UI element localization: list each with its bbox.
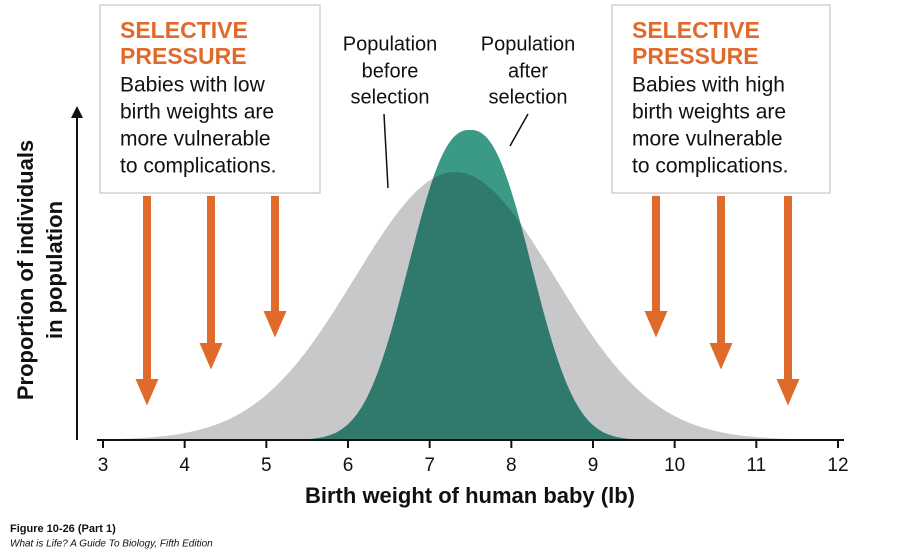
x-tick-label: 8 (506, 455, 517, 476)
x-tick-label: 10 (664, 455, 685, 476)
left-box (99, 4, 321, 194)
pressure-arrow (641, 194, 671, 343)
box-text: Babies with low (120, 74, 266, 97)
x-tick-label: 6 (343, 455, 354, 476)
pressure-arrows (132, 194, 803, 411)
curve-label: after (508, 60, 548, 82)
pressure-arrow (132, 194, 162, 411)
x-tick-label: 9 (588, 455, 599, 476)
y-axis-title: in population (42, 201, 67, 339)
box-heading: PRESSURE (120, 43, 247, 69)
source: What is Life? A Guide To Biology, Fifth … (10, 539, 213, 550)
x-axis-title: Birth weight of human baby (lb) (305, 483, 635, 508)
y-axis-title: Proportion of individuals (13, 140, 38, 400)
box-text: birth weights are (120, 101, 274, 124)
x-tick-label: 11 (746, 455, 766, 476)
curve-label: Population (481, 33, 576, 55)
x-ticks: 3 4 5 6 7 8 9 10 11 12 (98, 440, 849, 476)
pressure-arrow (706, 194, 736, 375)
curve-label: before (362, 60, 419, 82)
box-heading: PRESSURE (632, 43, 759, 69)
box-text: birth weights are (632, 101, 786, 124)
box-text: Babies with high (632, 74, 785, 97)
curve-after (103, 130, 838, 440)
box-text: more vulnerable (120, 128, 271, 151)
x-tick-label: 12 (827, 455, 848, 476)
pressure-arrow (196, 194, 226, 375)
box-text: to complications. (632, 155, 788, 178)
x-tick-label: 5 (261, 455, 272, 476)
box-heading: SELECTIVE (632, 17, 760, 43)
curve-label: selection (489, 86, 568, 108)
pressure-arrow (260, 194, 290, 343)
x-tick-label: 4 (179, 455, 190, 476)
box-text: more vulnerable (632, 128, 783, 151)
box-heading: SELECTIVE (120, 17, 248, 43)
curve-label: selection (351, 86, 430, 108)
pointer (383, 113, 389, 189)
pressure-arrow (773, 194, 803, 411)
x-tick-label: 7 (424, 455, 435, 476)
x-tick-label: 3 (98, 455, 109, 476)
pointer (509, 113, 529, 147)
figure-label: Figure 10-26 (Part 1) (10, 523, 116, 535)
box-text: to complications. (120, 155, 276, 178)
right-box (611, 4, 831, 194)
curve-label: Population (343, 33, 438, 55)
